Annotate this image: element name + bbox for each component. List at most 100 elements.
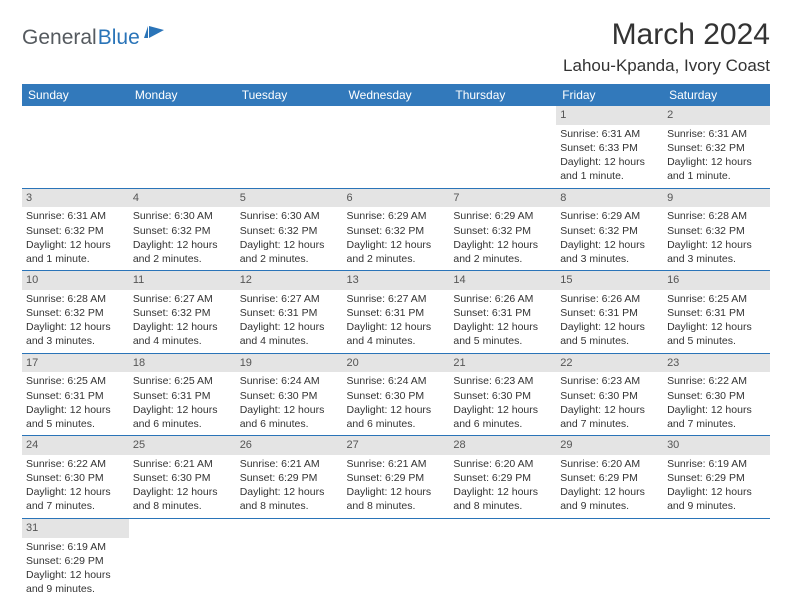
day-number	[236, 106, 343, 110]
day-header: Thursday	[449, 84, 556, 106]
cell-dl1: Daylight: 12 hours	[560, 320, 659, 334]
cell-dl2: and 3 minutes.	[26, 334, 125, 348]
calendar-cell: 11Sunrise: 6:27 AMSunset: 6:32 PMDayligh…	[129, 271, 236, 354]
day-number	[663, 519, 770, 523]
cell-sunset: Sunset: 6:30 PM	[26, 471, 125, 485]
calendar-week-row: 3Sunrise: 6:31 AMSunset: 6:32 PMDaylight…	[22, 188, 770, 271]
day-number: 11	[129, 271, 236, 290]
cell-dl2: and 2 minutes.	[453, 252, 552, 266]
day-number	[129, 519, 236, 523]
cell-sunrise: Sunrise: 6:21 AM	[347, 457, 446, 471]
calendar-cell: 22Sunrise: 6:23 AMSunset: 6:30 PMDayligh…	[556, 353, 663, 436]
cell-dl1: Daylight: 12 hours	[133, 320, 232, 334]
cell-sunrise: Sunrise: 6:21 AM	[240, 457, 339, 471]
day-number	[236, 519, 343, 523]
logo-text-general: General	[22, 26, 97, 50]
day-number: 10	[22, 271, 129, 290]
day-number	[556, 519, 663, 523]
calendar-cell: 18Sunrise: 6:25 AMSunset: 6:31 PMDayligh…	[129, 353, 236, 436]
day-number	[129, 106, 236, 110]
cell-sunrise: Sunrise: 6:22 AM	[667, 374, 766, 388]
cell-dl2: and 2 minutes.	[133, 252, 232, 266]
calendar-cell: 27Sunrise: 6:21 AMSunset: 6:29 PMDayligh…	[343, 436, 450, 519]
day-number: 8	[556, 189, 663, 208]
calendar-cell: 19Sunrise: 6:24 AMSunset: 6:30 PMDayligh…	[236, 353, 343, 436]
day-header: Friday	[556, 84, 663, 106]
calendar-cell: 6Sunrise: 6:29 AMSunset: 6:32 PMDaylight…	[343, 188, 450, 271]
cell-dl1: Daylight: 12 hours	[453, 485, 552, 499]
cell-sunset: Sunset: 6:30 PM	[347, 389, 446, 403]
day-number: 22	[556, 354, 663, 373]
cell-dl1: Daylight: 12 hours	[26, 485, 125, 499]
day-header: Sunday	[22, 84, 129, 106]
cell-sunrise: Sunrise: 6:29 AM	[453, 209, 552, 223]
day-number: 24	[22, 436, 129, 455]
cell-dl2: and 7 minutes.	[560, 417, 659, 431]
cell-sunrise: Sunrise: 6:27 AM	[133, 292, 232, 306]
calendar-cell: 7Sunrise: 6:29 AMSunset: 6:32 PMDaylight…	[449, 188, 556, 271]
cell-sunrise: Sunrise: 6:20 AM	[560, 457, 659, 471]
day-number: 16	[663, 271, 770, 290]
cell-dl2: and 5 minutes.	[667, 334, 766, 348]
calendar-cell	[663, 518, 770, 600]
cell-sunset: Sunset: 6:30 PM	[667, 389, 766, 403]
cell-sunset: Sunset: 6:32 PM	[26, 224, 125, 238]
day-number	[22, 106, 129, 110]
cell-dl1: Daylight: 12 hours	[560, 238, 659, 252]
cell-dl2: and 4 minutes.	[133, 334, 232, 348]
page-header: General Blue March 2024 Lahou-Kpanda, Iv…	[22, 18, 770, 76]
calendar-table: Sunday Monday Tuesday Wednesday Thursday…	[22, 84, 770, 600]
calendar-cell: 3Sunrise: 6:31 AMSunset: 6:32 PMDaylight…	[22, 188, 129, 271]
cell-sunset: Sunset: 6:29 PM	[347, 471, 446, 485]
cell-dl2: and 9 minutes.	[667, 499, 766, 513]
cell-dl2: and 7 minutes.	[26, 499, 125, 513]
day-number	[449, 519, 556, 523]
calendar-cell: 23Sunrise: 6:22 AMSunset: 6:30 PMDayligh…	[663, 353, 770, 436]
calendar-cell: 21Sunrise: 6:23 AMSunset: 6:30 PMDayligh…	[449, 353, 556, 436]
cell-dl2: and 6 minutes.	[453, 417, 552, 431]
day-number: 18	[129, 354, 236, 373]
cell-sunset: Sunset: 6:32 PM	[240, 224, 339, 238]
calendar-cell	[22, 106, 129, 188]
cell-dl1: Daylight: 12 hours	[667, 320, 766, 334]
cell-sunrise: Sunrise: 6:19 AM	[26, 540, 125, 554]
day-number: 20	[343, 354, 450, 373]
cell-dl1: Daylight: 12 hours	[133, 485, 232, 499]
cell-dl2: and 1 minute.	[26, 252, 125, 266]
cell-sunset: Sunset: 6:31 PM	[560, 306, 659, 320]
cell-dl2: and 6 minutes.	[240, 417, 339, 431]
cell-dl2: and 5 minutes.	[453, 334, 552, 348]
calendar-cell: 5Sunrise: 6:30 AMSunset: 6:32 PMDaylight…	[236, 188, 343, 271]
calendar-cell: 1Sunrise: 6:31 AMSunset: 6:33 PMDaylight…	[556, 106, 663, 188]
calendar-cell: 29Sunrise: 6:20 AMSunset: 6:29 PMDayligh…	[556, 436, 663, 519]
cell-dl1: Daylight: 12 hours	[453, 238, 552, 252]
cell-sunset: Sunset: 6:32 PM	[667, 224, 766, 238]
calendar-cell: 13Sunrise: 6:27 AMSunset: 6:31 PMDayligh…	[343, 271, 450, 354]
cell-dl1: Daylight: 12 hours	[667, 403, 766, 417]
cell-dl1: Daylight: 12 hours	[560, 403, 659, 417]
cell-sunrise: Sunrise: 6:23 AM	[560, 374, 659, 388]
cell-dl2: and 4 minutes.	[240, 334, 339, 348]
cell-sunset: Sunset: 6:29 PM	[240, 471, 339, 485]
cell-dl2: and 5 minutes.	[26, 417, 125, 431]
cell-sunset: Sunset: 6:30 PM	[240, 389, 339, 403]
day-number: 30	[663, 436, 770, 455]
cell-sunrise: Sunrise: 6:19 AM	[667, 457, 766, 471]
day-number: 31	[22, 519, 129, 538]
cell-sunset: Sunset: 6:29 PM	[26, 554, 125, 568]
day-number: 27	[343, 436, 450, 455]
title-block: March 2024 Lahou-Kpanda, Ivory Coast	[563, 18, 770, 76]
day-number: 17	[22, 354, 129, 373]
calendar-cell	[343, 518, 450, 600]
day-number: 29	[556, 436, 663, 455]
cell-sunset: Sunset: 6:32 PM	[347, 224, 446, 238]
calendar-cell: 10Sunrise: 6:28 AMSunset: 6:32 PMDayligh…	[22, 271, 129, 354]
calendar-week-row: 17Sunrise: 6:25 AMSunset: 6:31 PMDayligh…	[22, 353, 770, 436]
cell-sunrise: Sunrise: 6:28 AM	[26, 292, 125, 306]
cell-dl2: and 7 minutes.	[667, 417, 766, 431]
day-header: Wednesday	[343, 84, 450, 106]
cell-sunset: Sunset: 6:32 PM	[667, 141, 766, 155]
cell-dl2: and 4 minutes.	[347, 334, 446, 348]
calendar-week-row: 24Sunrise: 6:22 AMSunset: 6:30 PMDayligh…	[22, 436, 770, 519]
cell-dl1: Daylight: 12 hours	[667, 155, 766, 169]
